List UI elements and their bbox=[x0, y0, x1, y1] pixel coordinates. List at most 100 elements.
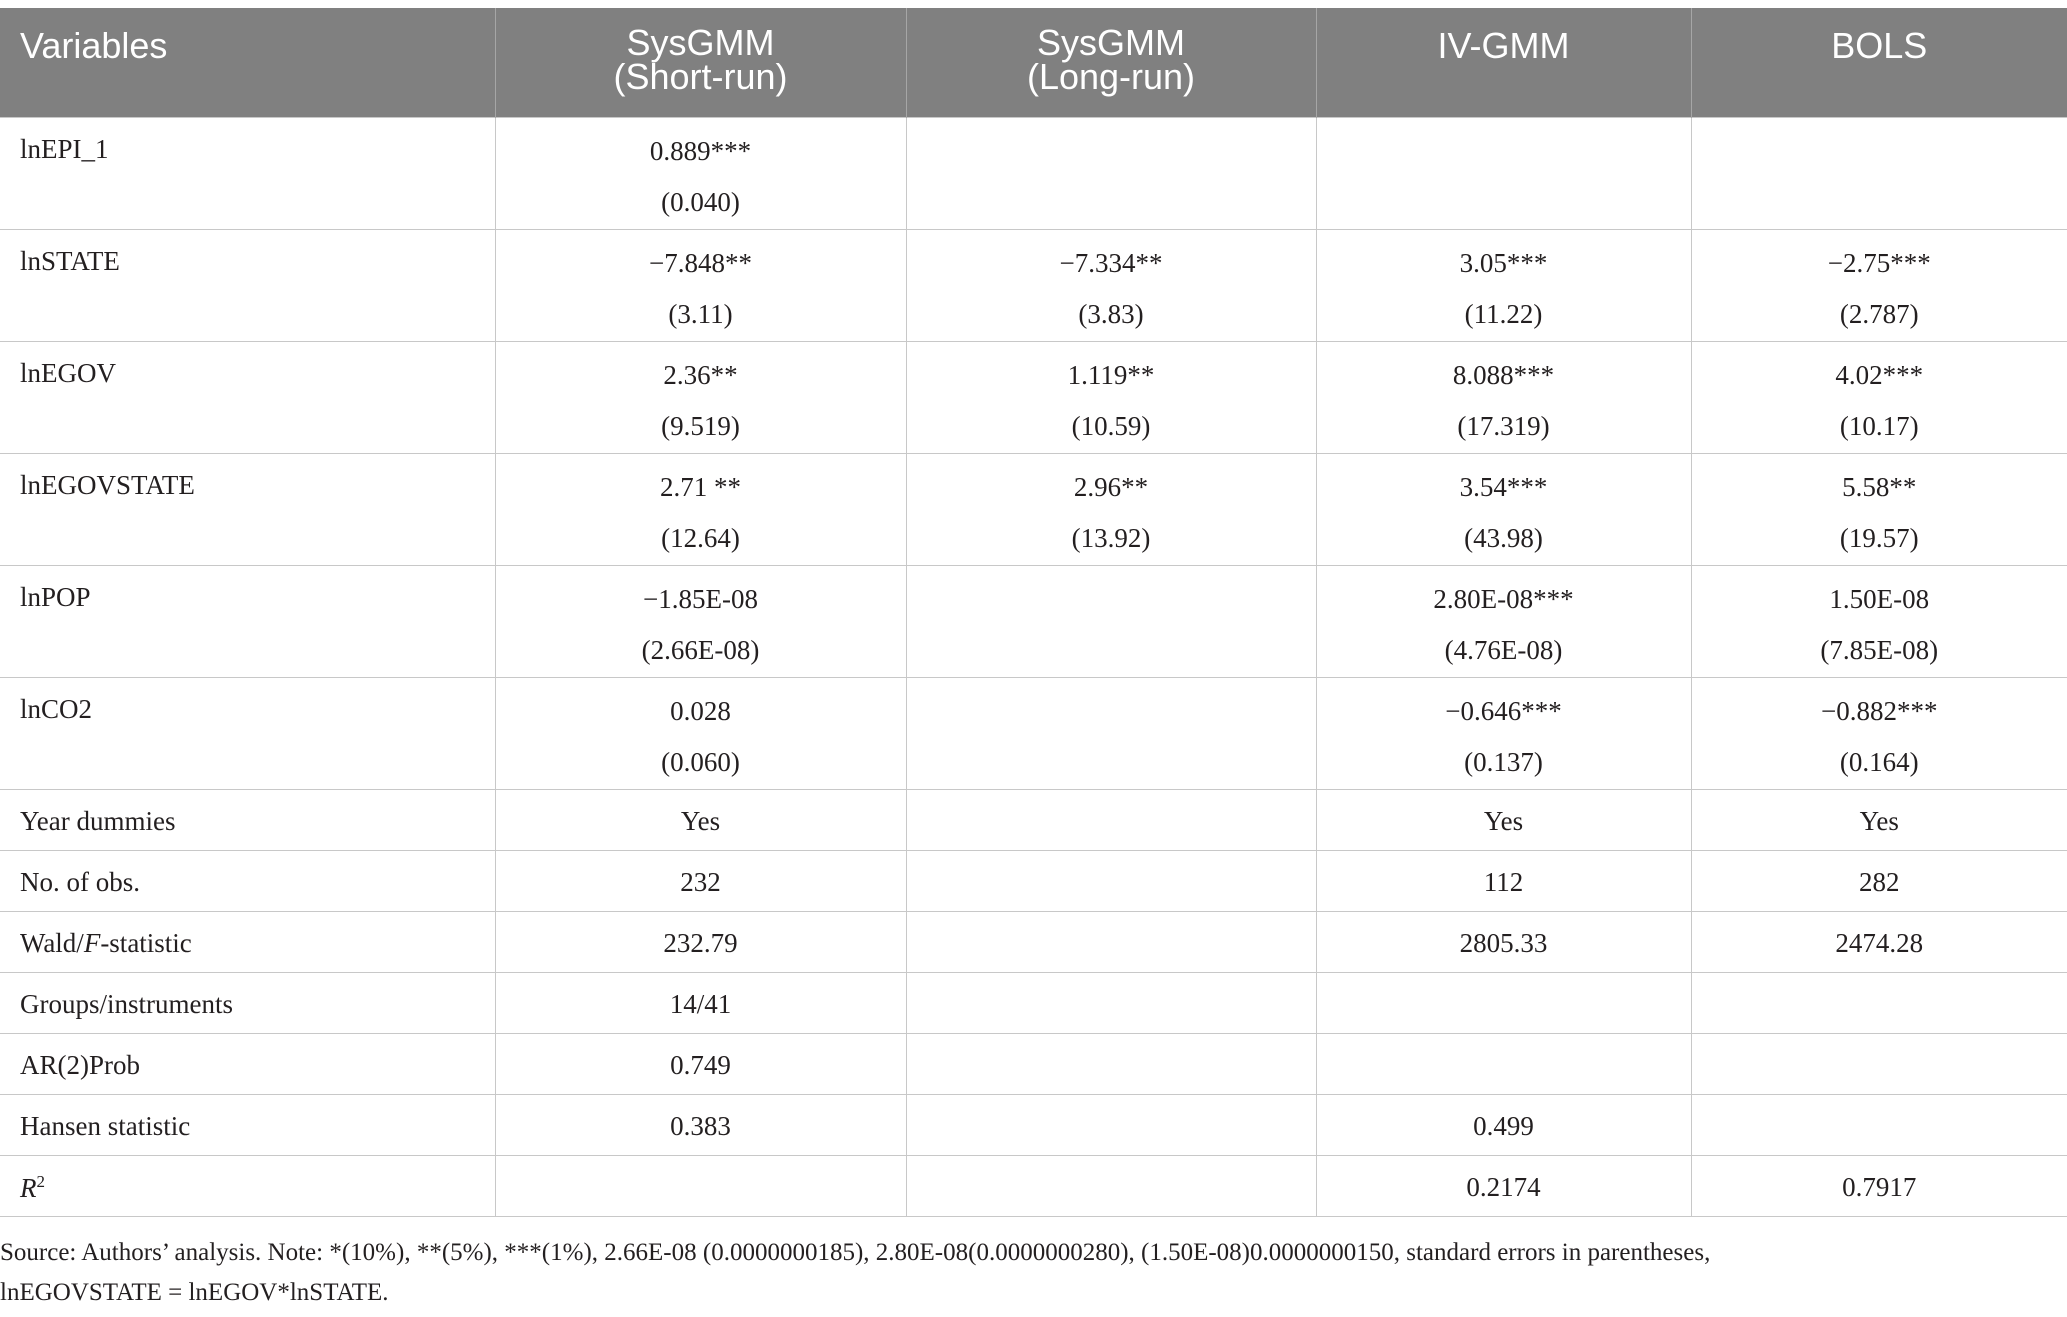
standard-error: (4.76E-08) bbox=[1444, 634, 1563, 665]
cell-bols: 4.02*** (10.17) bbox=[1690, 340, 2067, 454]
standard-error: (13.92) bbox=[1071, 522, 1151, 553]
cell-sysgmm-long bbox=[905, 910, 1317, 973]
coefficient: 1.119** bbox=[1067, 359, 1155, 390]
cell-sysgmm-short: 2.36** (9.519) bbox=[494, 340, 907, 454]
coefficient: −0.882*** bbox=[1821, 695, 1938, 726]
cell-ivgmm: 0.2174 bbox=[1315, 1154, 1692, 1217]
standard-error: (19.57) bbox=[1839, 522, 1919, 553]
cell-sysgmm-short: 0.889*** (0.040) bbox=[494, 116, 907, 230]
row-label: lnEGOVSTATE bbox=[0, 452, 496, 566]
header-sysgmm-short-line2: (Short-run) bbox=[613, 56, 788, 97]
table-row: lnSTATE −7.848** (3.11) −7.334** (3.83) 3.… bbox=[0, 228, 2067, 342]
table-row: lnPOP −1.85E-08 (2.66E-08) 2.80E-08*** (4.… bbox=[0, 564, 2067, 678]
table-row: No. of obs. 232 112 282 bbox=[0, 849, 2067, 912]
cell-bols bbox=[1690, 971, 2067, 1034]
cell-sysgmm-long bbox=[905, 116, 1317, 230]
coefficient: 5.58** bbox=[1842, 471, 1917, 502]
row-label: Groups/instruments bbox=[0, 971, 496, 1034]
coefficient: 2.36** bbox=[663, 359, 738, 390]
label-part: -statistic bbox=[100, 927, 192, 958]
row-label: Wald/F-statistic bbox=[0, 910, 496, 973]
cell-bols bbox=[1690, 1093, 2067, 1156]
coefficient: −0.646*** bbox=[1445, 695, 1562, 726]
coefficient: 2.71 ** bbox=[660, 471, 741, 502]
standard-error: (0.040) bbox=[661, 186, 740, 217]
cell-bols: 1.50E-08 (7.85E-08) bbox=[1690, 564, 2067, 678]
coefficient: 3.54*** bbox=[1459, 471, 1548, 502]
standard-error: (12.64) bbox=[661, 522, 740, 553]
header-variables: Variables bbox=[0, 8, 495, 117]
cell-sysgmm-short: −1.85E-08 (2.66E-08) bbox=[494, 564, 907, 678]
coefficient: 3.05*** bbox=[1459, 247, 1548, 278]
coefficient: −7.848** bbox=[649, 247, 752, 278]
header-sysgmm-long-line1: SysGMM bbox=[1037, 22, 1185, 63]
row-label: Hansen statistic bbox=[0, 1093, 496, 1156]
standard-error: (3.83) bbox=[1078, 298, 1144, 329]
standard-error: (0.164) bbox=[1839, 746, 1919, 777]
cell-sysgmm-long bbox=[905, 1032, 1317, 1095]
cell-bols: 0.7917 bbox=[1690, 1154, 2067, 1217]
cell-ivgmm: Yes bbox=[1315, 788, 1692, 851]
table-row: Hansen statistic 0.383 0.499 bbox=[0, 1093, 2067, 1156]
label-italic-part: F bbox=[83, 927, 101, 958]
cell-bols: −2.75*** (2.787) bbox=[1690, 228, 2067, 342]
cell-bols bbox=[1690, 1032, 2067, 1095]
row-label: AR(2)Prob bbox=[0, 1032, 496, 1095]
coefficient: −1.85E-08 bbox=[643, 583, 758, 614]
cell-ivgmm bbox=[1315, 971, 1692, 1034]
cell-ivgmm: 2805.33 bbox=[1315, 910, 1692, 973]
cell-ivgmm bbox=[1315, 1032, 1692, 1095]
cell-ivgmm: 112 bbox=[1315, 849, 1692, 912]
cell-sysgmm-short bbox=[494, 1154, 907, 1217]
cell-sysgmm-short: Yes bbox=[494, 788, 907, 851]
row-label: lnCO2 bbox=[0, 676, 496, 790]
table-row: Wald/F-statistic 232.79 2805.33 2474.28 bbox=[0, 910, 2067, 973]
footnote-line: lnEGOVSTATE = lnEGOV*lnSTATE. bbox=[0, 1279, 389, 1306]
cell-ivgmm: 8.088*** (17.319) bbox=[1315, 340, 1692, 454]
cell-bols: −0.882*** (0.164) bbox=[1690, 676, 2067, 790]
table-row: AR(2)Prob 0.749 bbox=[0, 1032, 2067, 1095]
row-label: R2 bbox=[0, 1154, 496, 1217]
cell-ivgmm: 2.80E-08*** (4.76E-08) bbox=[1315, 564, 1692, 678]
header-bols: BOLS bbox=[1690, 8, 2067, 117]
cell-sysgmm-long bbox=[905, 564, 1317, 678]
header-sysgmm-long: SysGMM (Long-run) bbox=[905, 8, 1316, 117]
cell-bols: 2474.28 bbox=[1690, 910, 2067, 973]
cell-sysgmm-long bbox=[905, 788, 1317, 851]
coefficient: 0.028 bbox=[670, 695, 731, 726]
cell-sysgmm-long bbox=[905, 676, 1317, 790]
header-ivgmm: IV-GMM bbox=[1315, 8, 1691, 117]
table-row: lnEPI_1 0.889*** (0.040) bbox=[0, 116, 2067, 230]
table-row: lnCO2 0.028 (0.060) −0.646*** (0.137) −0.8… bbox=[0, 676, 2067, 790]
row-label: lnEGOV bbox=[0, 340, 496, 454]
standard-error: (11.22) bbox=[1464, 298, 1543, 329]
header-sysgmm-short: SysGMM (Short-run) bbox=[494, 8, 906, 117]
cell-ivgmm bbox=[1315, 116, 1692, 230]
label-superscript: 2 bbox=[36, 1171, 46, 1191]
coefficient: 1.50E-08 bbox=[1829, 583, 1930, 614]
standard-error: (2.787) bbox=[1839, 298, 1919, 329]
coefficient: 4.02*** bbox=[1835, 359, 1924, 390]
standard-error: (10.59) bbox=[1071, 410, 1151, 441]
cell-sysgmm-short: 14/41 bbox=[494, 971, 907, 1034]
table-row: lnEGOV 2.36** (9.519) 1.119** (10.59) 8.08… bbox=[0, 340, 2067, 454]
cell-sysgmm-short: 0.028 (0.060) bbox=[494, 676, 907, 790]
cell-sysgmm-long bbox=[905, 849, 1317, 912]
header-sysgmm-long-line2: (Long-run) bbox=[1026, 56, 1196, 97]
cell-sysgmm-short: 2.71 ** (12.64) bbox=[494, 452, 907, 566]
cell-bols bbox=[1690, 116, 2067, 230]
row-label: No. of obs. bbox=[0, 849, 496, 912]
table-header-row: Variables SysGMM (Short-run) SysGMM (Lon… bbox=[0, 8, 2067, 117]
table-row: lnEGOVSTATE 2.71 ** (12.64) 2.96** (13.92)… bbox=[0, 452, 2067, 566]
standard-error: (0.137) bbox=[1464, 746, 1543, 777]
label-italic-part: R bbox=[20, 1172, 37, 1203]
cell-sysgmm-long: −7.334** (3.83) bbox=[905, 228, 1317, 342]
standard-error: (43.98) bbox=[1464, 522, 1543, 553]
standard-error: (0.060) bbox=[661, 746, 740, 777]
footnote-line: Source: Authors’ analysis. Note: *(10%),… bbox=[0, 1239, 1711, 1266]
coefficient: 8.088*** bbox=[1452, 359, 1555, 390]
table-row: R2 0.2174 0.7917 bbox=[0, 1154, 2067, 1217]
standard-error: (17.319) bbox=[1457, 410, 1550, 441]
cell-ivgmm: −0.646*** (0.137) bbox=[1315, 676, 1692, 790]
row-label: Year dummies bbox=[0, 788, 496, 851]
